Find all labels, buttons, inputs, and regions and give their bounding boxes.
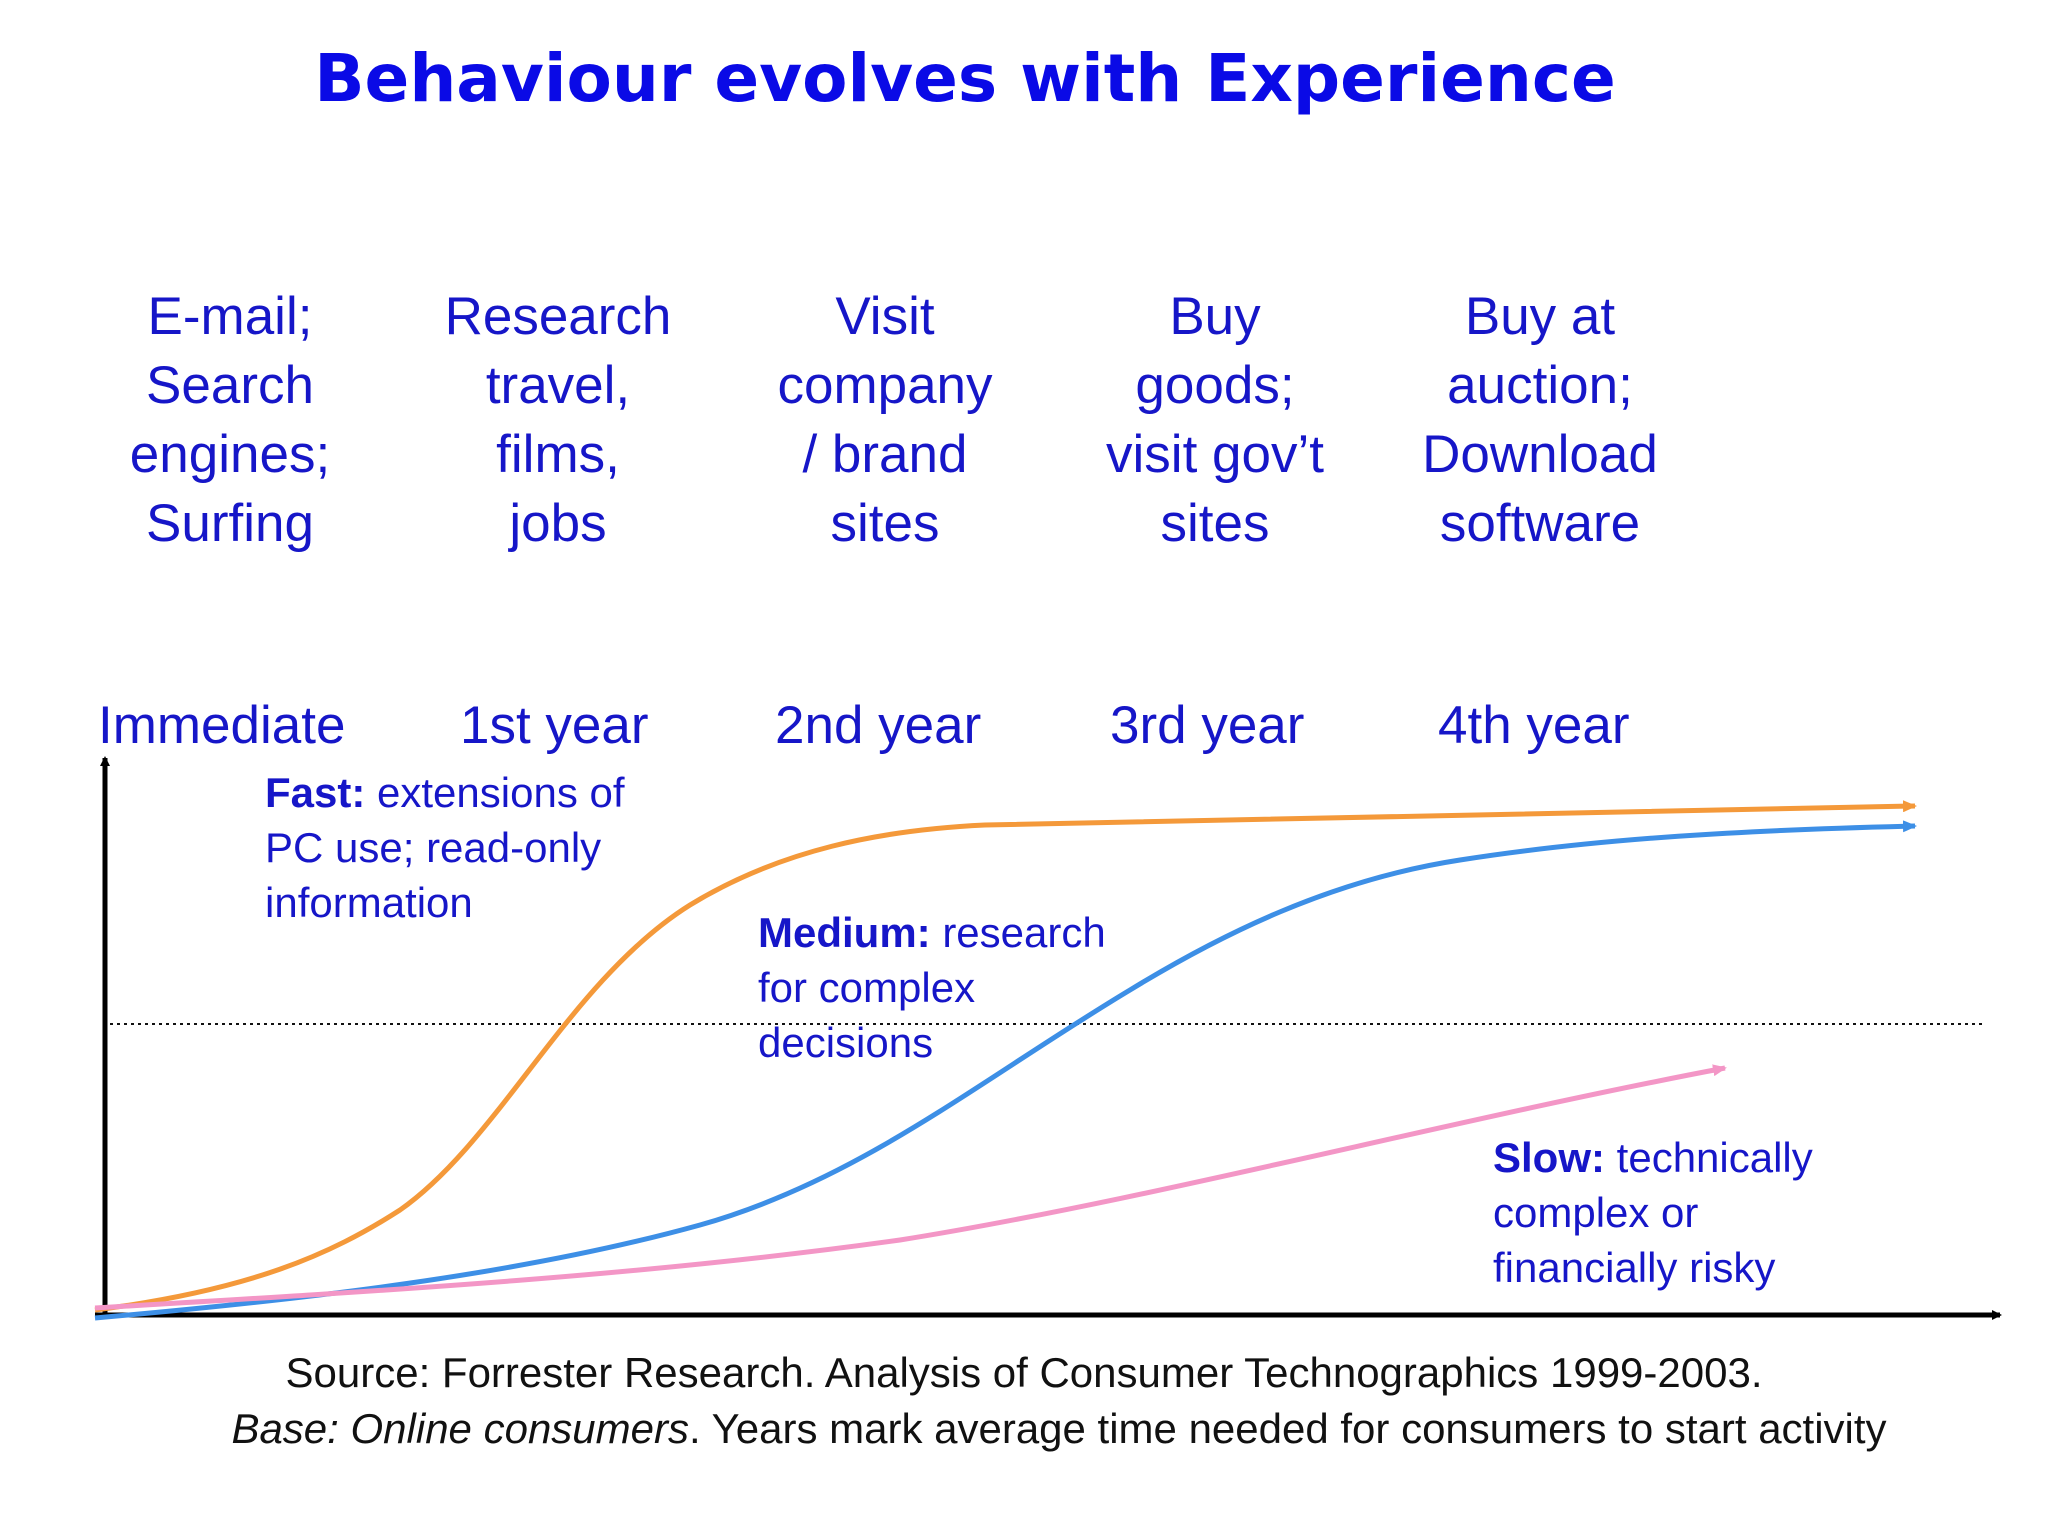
activity-immediate: E-mail; Search engines; Surfing	[129, 287, 331, 553]
medium-label-text: research for complex decisions	[758, 909, 1106, 1066]
source-line-1: Source: Forrester Research. Analysis of …	[285, 1349, 1763, 1396]
slow-label-bold: Slow:	[1493, 1134, 1605, 1181]
fast-curve	[94, 800, 1917, 1313]
activity-1st-year: Research travel, films, jobs	[444, 287, 672, 553]
source-note: Source: Forrester Research. Analysis of …	[0, 1345, 2048, 1457]
source-base-rest: . Years mark average time needed for con…	[689, 1405, 1887, 1452]
period-labels: Immediate 1st year 2nd year 3rd year 4th…	[98, 696, 1630, 755]
activity-2nd-year: Visit company / brand sites	[777, 287, 993, 553]
slow-label: Slow: technically complex or financially…	[1493, 1130, 1813, 1295]
page-title: Behaviour evolves with Experience	[314, 40, 1616, 117]
medium-curve	[94, 820, 1917, 1321]
slow-label-text: technically complex or financially risky	[1493, 1134, 1813, 1291]
fast-label-text: extensions of PC use; read-only informat…	[265, 769, 625, 926]
medium-label: Medium: research for complex decisions	[758, 905, 1106, 1070]
source-line-2: Base: Online consumers. Years mark avera…	[0, 1401, 2048, 1457]
activity-4th-year: Buy at auction; Download software	[1422, 287, 1658, 553]
fast-label: Fast: extensions of PC use; read-only in…	[265, 765, 625, 930]
period-4th-year: 4th year	[1438, 696, 1630, 755]
period-3rd-year: 3rd year	[1110, 696, 1305, 755]
period-1st-year: 1st year	[460, 696, 649, 755]
medium-label-bold: Medium:	[758, 909, 931, 956]
slow-curve	[94, 1064, 1727, 1311]
fast-label-bold: Fast:	[265, 769, 366, 816]
period-immediate: Immediate	[98, 696, 346, 755]
activity-labels: E-mail; Search engines; Surfing Research…	[0, 0, 2048, 600]
period-2nd-year: 2nd year	[775, 696, 982, 755]
source-base-italic: Base: Online consumers	[231, 1405, 689, 1452]
activity-3rd-year: Buy goods; visit gov’t sites	[1106, 287, 1324, 553]
